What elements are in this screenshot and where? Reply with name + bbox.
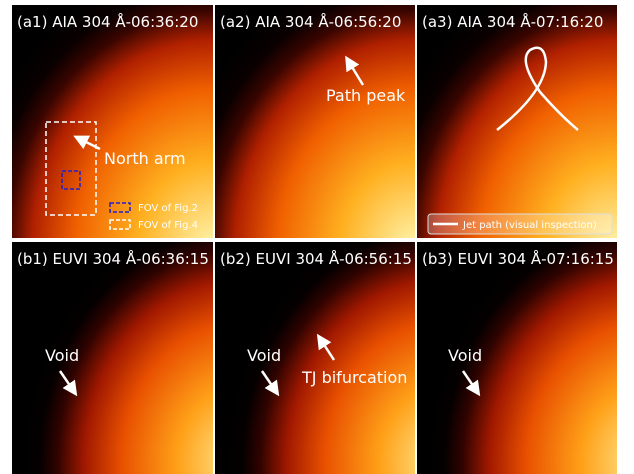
panel-label: (a3) AIA 304 Å-07:16:20 (422, 12, 603, 31)
annotation: Void (247, 346, 281, 365)
panel-label: (b1) EUVI 304 Å-06:36:15 (17, 249, 209, 268)
legend-text: FOV of Fig.2 (138, 203, 198, 214)
panel-a3: (a3) AIA 304 Å-07:16:20 Jet path (visual… (417, 5, 617, 238)
annotation: TJ bifurcation (301, 368, 407, 387)
annotation: North arm (104, 149, 186, 168)
panel-label: (b2) EUVI 304 Å-06:56:15 (220, 249, 412, 268)
legend-text: Jet path (visual inspection) (462, 220, 597, 231)
panel-label: (b3) EUVI 304 Å-07:16:15 (422, 249, 614, 268)
annotation: Path peak (326, 86, 406, 105)
solar-image (12, 242, 213, 474)
legend-text: FOV of Fig.4 (138, 220, 198, 231)
annotation: Void (45, 346, 79, 365)
panel-label: (a2) AIA 304 Å-06:56:20 (220, 12, 401, 31)
panel-a2: (a2) AIA 304 Å-06:56:20 Path peak (215, 5, 415, 238)
solar-image (215, 5, 415, 238)
annotation: Void (448, 346, 482, 365)
solar-image (417, 5, 617, 238)
figure: (a1) AIA 304 Å-06:36:20 North arm FOV of… (0, 0, 634, 474)
solar-image (417, 242, 617, 474)
panel-b3: (b3) EUVI 304 Å-07:16:15 Void (417, 242, 617, 474)
panel-a1: (a1) AIA 304 Å-06:36:20 North arm FOV of… (12, 5, 213, 238)
panel-label: (a1) AIA 304 Å-06:36:20 (17, 12, 198, 31)
panel-b2: (b2) EUVI 304 Å-06:56:15 Void TJ bifurca… (215, 242, 415, 474)
solar-image (215, 242, 415, 474)
panel-b1: (b1) EUVI 304 Å-06:36:15 Void (12, 242, 213, 474)
